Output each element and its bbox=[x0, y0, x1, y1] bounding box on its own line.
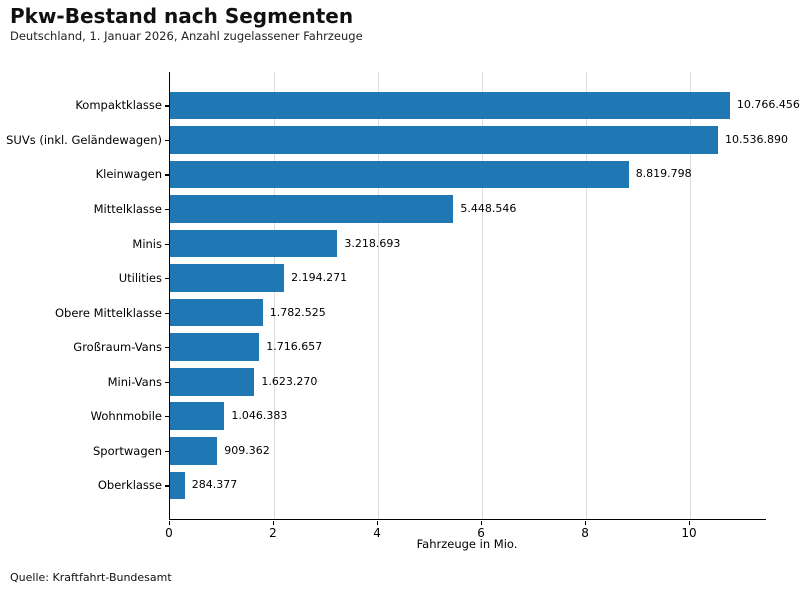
category-label: Kleinwagen bbox=[95, 167, 162, 182]
bar bbox=[170, 437, 218, 465]
value-label: 3.218.693 bbox=[344, 236, 401, 250]
x-tick bbox=[689, 520, 691, 525]
bar bbox=[170, 229, 338, 258]
bar bbox=[170, 298, 263, 327]
value-label: 1.046.383 bbox=[231, 409, 288, 423]
y-tick bbox=[165, 381, 169, 383]
value-label: 5.448.546 bbox=[460, 202, 517, 215]
x-tick bbox=[377, 520, 379, 525]
category-label: Mittelklasse bbox=[93, 202, 162, 216]
category-label: Sportwagen bbox=[93, 443, 162, 458]
value-label: 8.819.798 bbox=[635, 167, 692, 181]
value-label: 284.377 bbox=[191, 478, 238, 492]
chart-title: Pkw-Bestand nach Segmenten bbox=[10, 4, 354, 28]
category-label: Utilities bbox=[118, 271, 162, 286]
x-tick-label: 10 bbox=[681, 526, 697, 540]
chart-subtitle: Deutschland, 1. Januar 2026, Anzahl zuge… bbox=[10, 29, 363, 43]
x-tick-label: 2 bbox=[269, 526, 277, 540]
category-label: Obere Mittelklasse bbox=[55, 305, 162, 320]
category-label: Großraum-Vans bbox=[73, 340, 162, 355]
y-tick bbox=[165, 416, 169, 418]
x-tick-label: 8 bbox=[581, 526, 589, 540]
y-tick bbox=[165, 174, 169, 176]
bar bbox=[170, 195, 454, 223]
bar bbox=[170, 126, 718, 154]
bar bbox=[170, 333, 260, 362]
gridline bbox=[274, 72, 275, 519]
value-label: 1.782.525 bbox=[269, 305, 326, 319]
bar bbox=[170, 471, 185, 500]
x-tick bbox=[481, 520, 483, 525]
value-label: 1.623.270 bbox=[261, 374, 318, 388]
y-tick bbox=[165, 485, 169, 487]
y-tick bbox=[165, 243, 169, 245]
x-axis-label: Fahrzeuge in Mio. bbox=[416, 537, 518, 551]
gridline bbox=[586, 72, 588, 519]
y-tick bbox=[165, 347, 169, 349]
value-label: 10.536.890 bbox=[724, 132, 788, 146]
bar bbox=[170, 367, 255, 396]
x-tick-label: 4 bbox=[373, 526, 381, 540]
x-tick-label: 0 bbox=[165, 526, 173, 540]
value-label: 2.194.271 bbox=[291, 271, 348, 285]
category-label: Oberklasse bbox=[97, 478, 162, 493]
category-label: Kompaktklasse bbox=[75, 98, 162, 113]
plot-area bbox=[169, 72, 766, 520]
x-tick bbox=[169, 520, 171, 525]
bar bbox=[170, 402, 225, 431]
y-tick bbox=[165, 139, 169, 142]
category-label: SUVs (inkl. Geländewagen) bbox=[6, 132, 162, 147]
bar bbox=[170, 91, 730, 120]
source-note: Quelle: Kraftfahrt-Bundesamt bbox=[10, 571, 172, 584]
bar bbox=[170, 160, 629, 189]
value-label: 10.766.456 bbox=[736, 98, 800, 112]
y-tick bbox=[165, 209, 169, 211]
gridline bbox=[482, 72, 484, 519]
y-tick bbox=[165, 312, 169, 314]
category-label: Wohnmobile bbox=[90, 409, 162, 424]
x-tick bbox=[273, 520, 275, 525]
category-label: Mini-Vans bbox=[107, 374, 162, 389]
gridline bbox=[378, 72, 380, 519]
x-tick bbox=[585, 520, 587, 525]
y-tick bbox=[165, 278, 169, 280]
category-label: Minis bbox=[132, 236, 162, 251]
value-label: 909.362 bbox=[224, 443, 270, 457]
value-label: 1.716.657 bbox=[266, 340, 323, 354]
y-tick bbox=[165, 450, 169, 453]
gridline bbox=[690, 72, 692, 519]
y-tick bbox=[165, 105, 169, 107]
bar bbox=[170, 264, 285, 292]
x-tick-label: 6 bbox=[477, 526, 485, 540]
